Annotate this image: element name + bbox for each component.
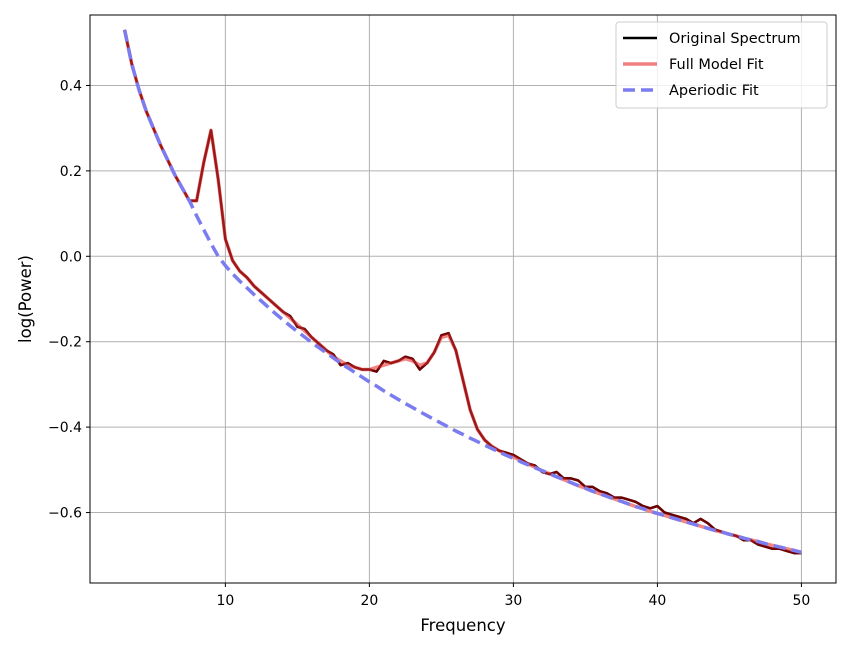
legend-box [615, 21, 828, 109]
x-axis: 10 20 30 40 50 [216, 583, 810, 609]
y-axis-label: log(Power) [16, 255, 35, 343]
legend: Original Spectrum Full Model Fit Aperiodic… [615, 21, 828, 109]
legend-label: Full Model Fit [669, 57, 764, 73]
x-tick-label: 20 [360, 593, 378, 609]
legend-label: Original Spectrum [669, 31, 801, 47]
x-tick-label: 10 [216, 593, 234, 609]
legend-label: Aperiodic Fit [669, 83, 759, 99]
y-tick-label: 0.2 [60, 164, 82, 180]
y-axis: −0.6 −0.4 −0.2 0.0 0.2 0.4 [48, 78, 90, 522]
series-overlap-line [123, 29, 802, 555]
series-aperiodic-fit-line [122, 29, 802, 554]
y-tick-label: −0.6 [48, 506, 82, 522]
plot-area-frame [89, 14, 837, 584]
x-tick-label: 50 [793, 593, 811, 609]
x-tick-label: 40 [649, 593, 667, 609]
x-axis-label: Frequency [420, 616, 505, 635]
series-layer [122, 29, 802, 555]
y-tick-label: −0.4 [48, 420, 82, 436]
y-tick-label: −0.2 [48, 335, 82, 351]
x-tick-label: 30 [504, 593, 522, 609]
y-tick-label: 0.0 [60, 249, 82, 265]
y-tick-label: 0.4 [60, 78, 82, 94]
